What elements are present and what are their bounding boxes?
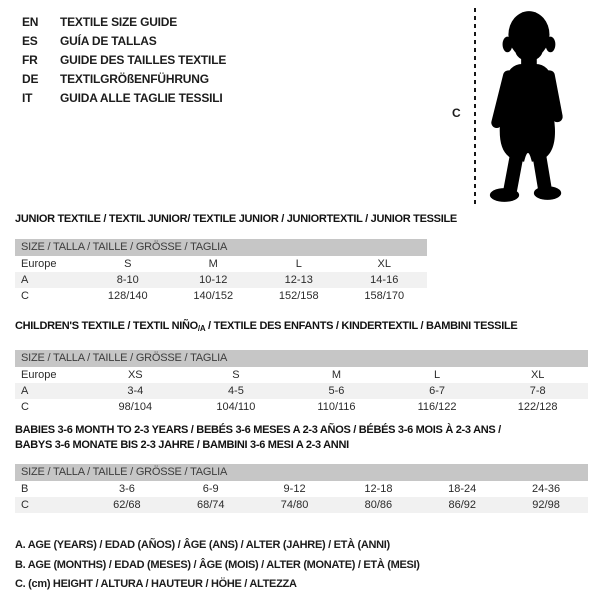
size-cell: 3-6	[118, 483, 135, 495]
size-cell: 80/86	[364, 499, 393, 511]
row-label: Europe	[21, 258, 57, 270]
size-cell: 110/116	[317, 401, 356, 413]
row-label: A	[21, 385, 29, 397]
table-row-months: B 3-6 6-9 9-12 12-18 18-24 24-36	[15, 481, 588, 497]
size-cell: 5-6	[328, 385, 345, 397]
size-cell: XL	[377, 258, 391, 270]
size-cell: 14-16	[370, 274, 399, 286]
size-cell: 6-7	[429, 385, 446, 397]
language-row: EN TEXTILE SIZE GUIDE	[22, 13, 226, 32]
section-title-children: CHILDREN'S TEXTILE / TEXTIL NIÑO/A / TEX…	[15, 320, 518, 333]
language-title: GUIDA ALLE TAGLIE TESSILI	[60, 91, 223, 105]
row-label: C	[21, 290, 29, 302]
size-cell: 68/74	[196, 499, 225, 511]
size-table-babies: SIZE / TALLA / TAILLE / GRÖSSE / TAGLIA …	[15, 464, 588, 513]
size-cell: 10-12	[199, 274, 228, 286]
section-title-babies: BABIES 3-6 MONTH TO 2-3 YEARS / BEBÉS 3-…	[15, 423, 575, 453]
legend-line-height: C. (cm) HEIGHT / ALTURA / HAUTEUR / HÖHE…	[15, 578, 297, 590]
language-title: TEXTILE SIZE GUIDE	[60, 15, 178, 29]
size-cell: 12-13	[284, 274, 313, 286]
size-cell: XL	[530, 369, 545, 381]
language-title: GUÍA DE TALLAS	[60, 34, 157, 48]
table-row-height: C 128/140 140/152 152/158 158/170	[15, 288, 427, 304]
language-title: TEXTILGRÖßENFÜHRUNG	[60, 72, 209, 86]
language-row: FR GUIDE DES TAILLES TEXTILE	[22, 51, 226, 70]
row-label: C	[21, 499, 29, 511]
language-code: EN	[22, 15, 39, 29]
size-cell: 98/104	[118, 401, 153, 413]
title-line2: BABYS 3-6 MONATE BIS 2-3 JAHRE / BAMBINI…	[15, 439, 349, 451]
size-band: SIZE / TALLA / TAILLE / GRÖSSE / TAGLIA	[15, 350, 588, 367]
language-row: DE TEXTILGRÖßENFÜHRUNG	[22, 70, 226, 89]
size-cell: 122/128	[517, 401, 558, 413]
size-table-junior: SIZE / TALLA / TAILLE / GRÖSSE / TAGLIA …	[15, 239, 427, 304]
title-subscript: /A	[197, 324, 206, 333]
size-cell: M	[208, 258, 218, 270]
size-cell: 86/92	[448, 499, 476, 511]
size-cell: 116/122	[417, 401, 457, 413]
title-prefix: CHILDREN'S TEXTILE / TEXTIL NIÑO	[15, 320, 198, 332]
size-cell: 3-4	[127, 385, 144, 397]
title-line1: BABIES 3-6 MONTH TO 2-3 YEARS / BEBÉS 3-…	[15, 424, 501, 436]
height-dashed-line	[474, 8, 476, 206]
size-cell: 24-36	[531, 483, 561, 495]
size-cell: 92/98	[532, 499, 560, 511]
row-label: C	[21, 401, 29, 413]
height-c-label: C	[452, 106, 461, 120]
table-row-height: C 98/104 104/110 110/116 116/122 122/128	[15, 399, 588, 415]
table-row-age: A 3-4 4-5 5-6 6-7 7-8	[15, 383, 588, 399]
language-title: GUIDE DES TAILLES TEXTILE	[60, 53, 227, 67]
size-cell: M	[331, 369, 342, 381]
row-label: Europe	[21, 369, 57, 381]
size-cell: 74/80	[280, 499, 309, 511]
language-header: EN TEXTILE SIZE GUIDE ES GUÍA DE TALLAS …	[22, 13, 226, 108]
row-label: A	[21, 274, 29, 286]
language-code: DE	[22, 72, 39, 86]
size-cell: 9-12	[283, 483, 306, 495]
language-row: ES GUÍA DE TALLAS	[22, 32, 226, 51]
language-code: ES	[22, 34, 38, 48]
baby-silhouette-icon	[489, 11, 563, 202]
size-cell: 12-18	[364, 483, 393, 495]
table-row-europe: Europe XS S M L XL	[15, 367, 588, 383]
table-row-height: C 62/68 68/74 74/80 80/86 86/92 92/98	[15, 497, 588, 513]
size-band: SIZE / TALLA / TAILLE / GRÖSSE / TAGLIA	[15, 239, 427, 256]
size-cell: 140/152	[193, 290, 234, 302]
size-cell: L	[434, 369, 441, 381]
legend: A. AGE (YEARS) / EDAD (AÑOS) / ÂGE (ANS)…	[15, 536, 420, 595]
size-cell: 7-8	[529, 385, 546, 397]
size-table-children: SIZE / TALLA / TAILLE / GRÖSSE / TAGLIA …	[15, 350, 588, 415]
row-label: B	[21, 483, 29, 495]
size-cell: 4-5	[227, 385, 244, 397]
legend-line-age-months: B. AGE (MONTHS) / EDAD (MESES) / ÂGE (MO…	[15, 558, 420, 571]
size-cell: S	[124, 258, 132, 270]
size-cell: L	[295, 258, 302, 270]
language-row: IT GUIDA ALLE TAGLIE TESSILI	[22, 89, 226, 108]
size-cell: 158/170	[364, 290, 405, 302]
table-row-europe: Europe S M L XL	[15, 256, 427, 272]
table-row-age: A 8-10 10-12 12-13 14-16	[15, 272, 427, 288]
language-code: FR	[22, 53, 38, 67]
section-title-junior: JUNIOR TEXTILE / TEXTIL JUNIOR/ TEXTILE …	[15, 213, 457, 225]
size-cell: 6-9	[202, 483, 219, 495]
size-cell: 104/110	[216, 401, 256, 413]
size-cell: 152/158	[278, 290, 319, 302]
size-cell: 18-24	[448, 483, 477, 495]
size-cell: 128/140	[107, 290, 148, 302]
title-suffix: / TEXTILE DES ENFANTS / KINDERTEXTIL / B…	[205, 320, 518, 332]
size-cell: 62/68	[113, 499, 141, 511]
size-band: SIZE / TALLA / TAILLE / GRÖSSE / TAGLIA	[15, 464, 588, 481]
language-code: IT	[22, 91, 33, 105]
size-cell: XS	[127, 369, 143, 381]
size-cell: 8-10	[116, 274, 139, 286]
legend-line-age-years: A. AGE (YEARS) / EDAD (AÑOS) / ÂGE (ANS)…	[15, 539, 390, 551]
size-cell: S	[232, 369, 240, 381]
